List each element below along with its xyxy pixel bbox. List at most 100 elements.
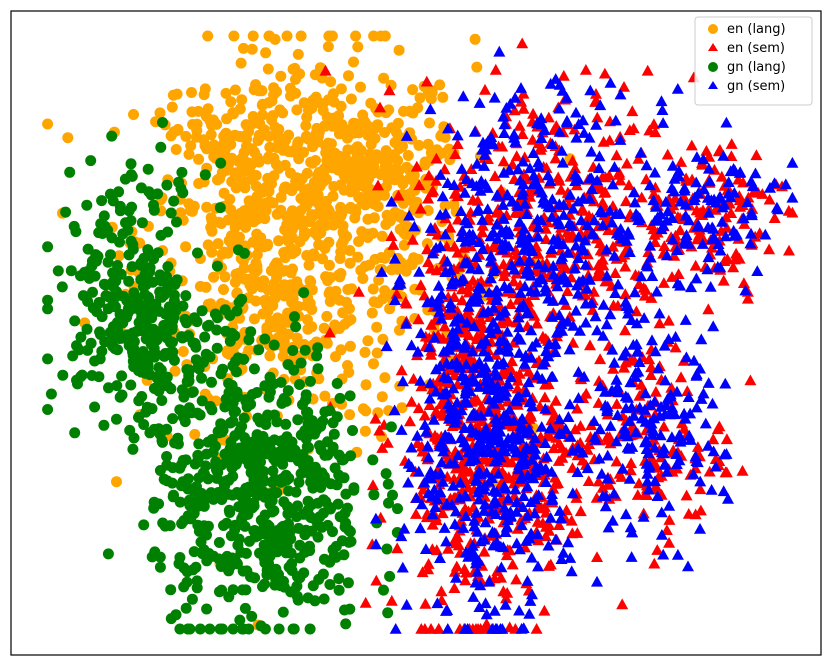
data-point: [553, 427, 566, 438]
data-point: [392, 263, 404, 275]
data-point: [94, 326, 106, 338]
data-point: [603, 205, 616, 216]
data-point: [287, 623, 299, 635]
data-point: [483, 286, 496, 298]
data-point: [424, 377, 437, 389]
data-point: [220, 127, 232, 139]
data-point: [547, 482, 560, 494]
data-point: [202, 239, 214, 251]
data-point: [374, 101, 386, 113]
data-point: [465, 544, 478, 556]
data-point: [552, 234, 564, 245]
data-point: [470, 251, 483, 262]
data-point: [498, 509, 511, 520]
data-point: [520, 535, 533, 546]
data-point: [577, 192, 589, 204]
data-point: [640, 159, 653, 171]
data-point: [543, 338, 555, 349]
data-point: [228, 30, 240, 42]
data-point: [518, 280, 531, 292]
data-point: [449, 505, 462, 517]
data-point: [339, 507, 351, 519]
data-point: [418, 476, 431, 488]
data-point: [423, 470, 436, 482]
data-point: [661, 205, 674, 217]
data-point: [466, 177, 479, 189]
data-point: [295, 30, 307, 42]
data-point: [460, 173, 473, 184]
data-point: [704, 281, 717, 292]
data-point: [529, 466, 542, 478]
data-point: [251, 429, 263, 441]
data-point: [546, 138, 559, 149]
data-point: [513, 205, 526, 217]
data-point: [508, 131, 521, 143]
data-point: [225, 96, 237, 108]
data-point: [464, 465, 476, 477]
data-point: [56, 281, 68, 293]
data-point: [444, 221, 457, 233]
data-point: [192, 449, 204, 461]
data-point: [532, 221, 545, 233]
data-point: [405, 441, 418, 453]
data-point: [451, 129, 464, 141]
data-point: [115, 268, 127, 280]
data-point: [472, 493, 485, 505]
data-point: [521, 480, 534, 492]
data-point: [565, 565, 578, 577]
data-point: [240, 584, 252, 596]
data-point: [117, 228, 129, 240]
data-point: [227, 584, 239, 596]
data-point: [647, 223, 660, 235]
data-point: [584, 339, 596, 351]
data-point: [263, 30, 275, 42]
data-point: [90, 255, 102, 267]
data-point: [510, 496, 523, 508]
data-point: [449, 534, 462, 546]
data-point: [759, 228, 772, 240]
data-point: [471, 61, 483, 73]
data-point: [534, 272, 547, 284]
data-point: [635, 191, 648, 203]
data-point: [227, 623, 239, 635]
data-point: [515, 82, 527, 93]
data-point: [327, 190, 339, 202]
data-point: [514, 301, 527, 313]
data-point: [230, 182, 242, 194]
data-point: [234, 231, 245, 243]
data-point: [697, 183, 710, 195]
data-point: [480, 143, 493, 155]
data-point: [523, 162, 536, 174]
data-point: [429, 385, 442, 397]
data-point: [313, 573, 325, 585]
data-point: [327, 526, 338, 538]
data-point: [552, 171, 565, 183]
legend-entry-en-lang: en (lang): [708, 22, 786, 37]
data-point: [671, 385, 683, 397]
data-point: [215, 157, 227, 169]
data-point: [426, 247, 439, 259]
data-point: [161, 451, 173, 462]
data-point: [275, 191, 287, 203]
data-point: [236, 420, 248, 432]
data-point: [303, 250, 315, 262]
data-point: [343, 536, 355, 548]
data-point: [457, 90, 470, 102]
data-point: [238, 262, 250, 274]
data-point: [302, 406, 314, 418]
data-point: [395, 364, 408, 376]
data-point: [318, 553, 330, 565]
data-point: [678, 235, 691, 247]
data-point: [489, 170, 501, 181]
data-point: [608, 487, 620, 499]
data-point: [367, 283, 379, 295]
data-point: [371, 347, 383, 359]
data-point: [532, 156, 545, 168]
data-point: [504, 97, 517, 109]
data-point: [618, 422, 631, 434]
data-point: [272, 525, 284, 536]
data-point: [658, 458, 671, 470]
data-point: [610, 373, 623, 385]
data-point: [768, 212, 781, 223]
data-point: [419, 543, 432, 554]
